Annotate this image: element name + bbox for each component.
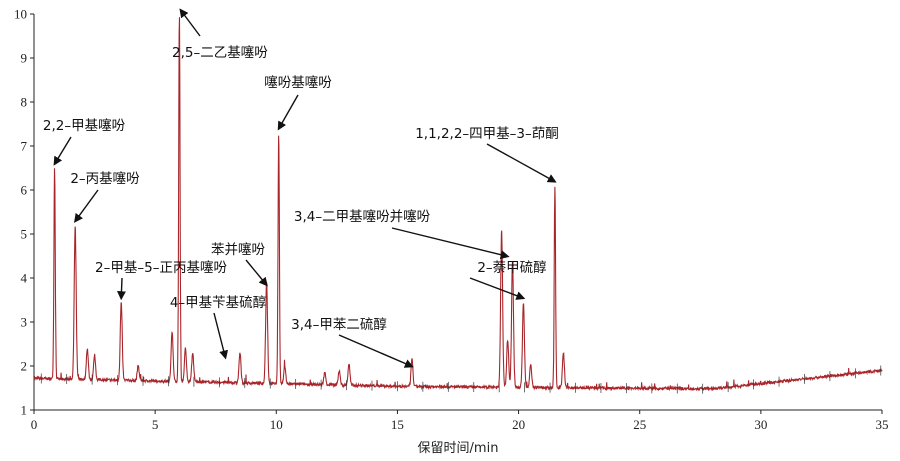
chromatogram-line [33,17,883,392]
peak-arrow [116,277,126,301]
y-tick-label: 2 [21,359,28,374]
peak-arrow [486,143,557,183]
x-tick-label: 25 [633,417,646,432]
peak-label: 2,5–二乙基噻吩 [172,44,268,61]
peak-label: 3,4–甲苯二硫醇 [291,316,387,333]
peak-label: 2–萘甲硫醇 [477,259,546,276]
peak-label: 2–丙基噻吩 [70,170,140,187]
x-tick-label: 5 [152,417,159,432]
y-tick-label: 6 [21,183,28,198]
y-tick-label: 9 [21,51,28,66]
y-tick-label: 7 [21,139,28,154]
peak-arrow [53,136,72,166]
y-tick-label: 4 [21,271,28,286]
y-tick-label: 10 [14,7,27,22]
peak-label: 4–甲基苄基硫醇 [170,294,266,311]
peak-arrow [245,259,268,287]
x-tick-label: 35 [876,417,889,432]
peak-arrow [469,277,526,300]
peak-arrow [74,189,99,223]
axes: 0 5 10 15 20 25 30 35 1 2 3 4 5 6 7 8 9 10 [14,7,889,433]
x-tick-label: 20 [512,417,525,432]
peak-label: 2,2–甲基噻吩 [43,117,126,134]
x-tick-label: 30 [754,417,767,432]
peak-arrow [338,334,414,368]
x-tick-label: 10 [270,417,283,432]
peak-arrow [179,8,201,37]
x-tick-label: 15 [391,417,404,432]
x-tick-label: 0 [31,417,38,432]
x-axis-label: 保留时间/min [418,441,499,456]
peak-label: 1,1,2,2–四甲基–3–茚酮 [415,125,559,142]
y-tick-label: 8 [21,95,28,110]
chromatogram-trace [33,17,883,394]
peak-label: 2–甲基–5–正丙基噻吩 [95,259,227,276]
peak-arrow [391,227,510,260]
peak-label: 苯并噻吩 [211,241,265,258]
peak-arrow [213,312,229,360]
y-tick-label: 5 [21,227,28,242]
y-tick-label: 1 [21,403,28,418]
peak-arrow [277,94,299,131]
peak-label: 3,4–二甲基噻吩并噻吩 [294,208,431,225]
y-tick-label: 3 [21,315,28,330]
peak-label: 噻吩基噻吩 [264,74,332,91]
